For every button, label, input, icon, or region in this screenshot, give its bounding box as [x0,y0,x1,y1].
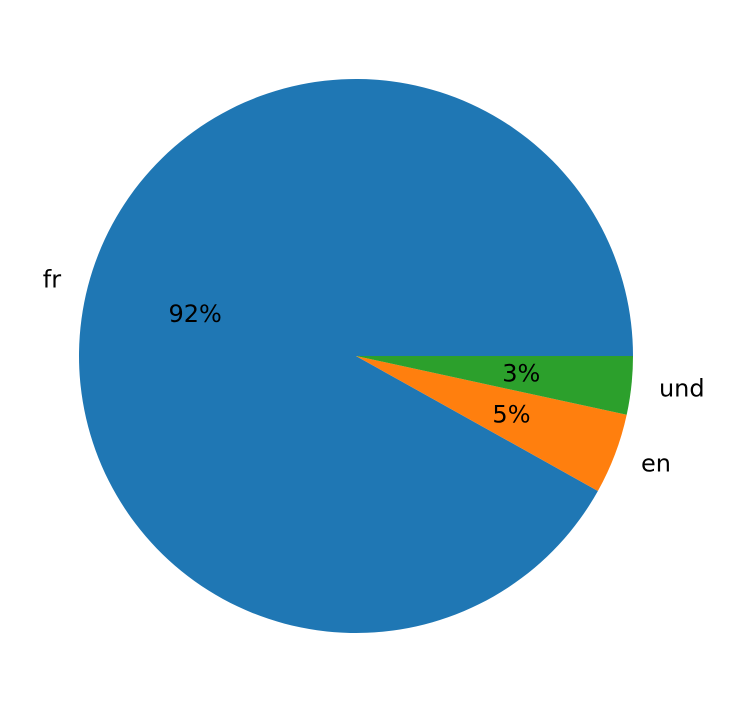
pie-slice-und [356,356,633,415]
pie-slice-en [356,356,627,491]
slice-label-und: und [659,374,705,402]
pie-wedges [78,78,633,634]
slice-pct-label-fr: 92% [168,300,221,328]
pie-slice-fr [78,78,633,634]
pie-labels: fr 92% en 5% und 3% [43,265,705,477]
slice-pct-label-en: 5% [492,401,530,429]
slice-label-en: en [641,450,671,478]
slice-pct-label-und: 3% [502,360,540,388]
slice-label-fr: fr [43,265,61,293]
